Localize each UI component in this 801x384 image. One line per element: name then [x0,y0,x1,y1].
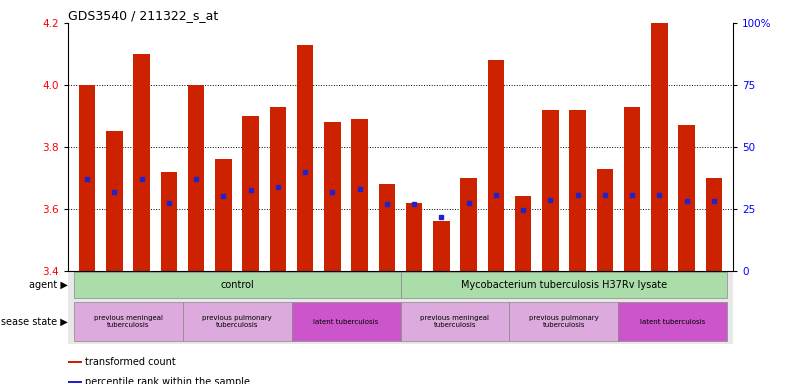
Bar [509,302,618,341]
Bar [292,302,400,341]
Bar [74,302,183,341]
Text: latent tuberculosis: latent tuberculosis [313,319,379,324]
Bar [243,116,259,271]
Text: previous meningeal
tuberculosis: previous meningeal tuberculosis [94,315,163,328]
Bar [68,271,733,300]
Bar [433,221,449,271]
Bar [400,302,509,341]
Bar [624,107,640,271]
Bar [161,172,177,271]
Bar [68,381,82,383]
Bar [461,178,477,271]
Bar [79,85,95,271]
Text: previous meningeal
tuberculosis: previous meningeal tuberculosis [421,315,489,328]
Bar [68,361,82,362]
Bar [651,23,667,271]
Bar [107,131,123,271]
Bar [379,184,395,271]
Bar [215,159,231,271]
Bar [68,300,733,344]
Text: Mycobacterium tuberculosis H37Rv lysate: Mycobacterium tuberculosis H37Rv lysate [461,280,667,290]
Text: control: control [220,280,254,290]
Bar [515,197,531,271]
Bar [183,302,292,341]
Text: GDS3540 / 211322_s_at: GDS3540 / 211322_s_at [68,9,219,22]
Bar [597,169,613,271]
Text: previous pulmonary
tuberculosis: previous pulmonary tuberculosis [202,315,272,328]
Text: transformed count: transformed count [86,357,176,367]
Bar [706,178,722,271]
Bar [570,110,586,271]
Text: latent tuberculosis: latent tuberculosis [640,319,706,324]
Bar [297,45,313,271]
Bar [678,125,694,271]
Text: previous pulmonary
tuberculosis: previous pulmonary tuberculosis [529,315,599,328]
Bar [324,122,340,271]
Bar [74,272,401,298]
Bar [134,54,150,271]
Bar [270,107,286,271]
Bar [542,110,558,271]
Bar [188,85,204,271]
Bar [400,272,727,298]
Bar [618,302,727,341]
Bar [352,119,368,271]
Bar [488,60,504,271]
Text: percentile rank within the sample: percentile rank within the sample [86,377,251,384]
Text: agent ▶: agent ▶ [29,280,67,290]
Bar [406,203,422,271]
Text: disease state ▶: disease state ▶ [0,316,67,327]
